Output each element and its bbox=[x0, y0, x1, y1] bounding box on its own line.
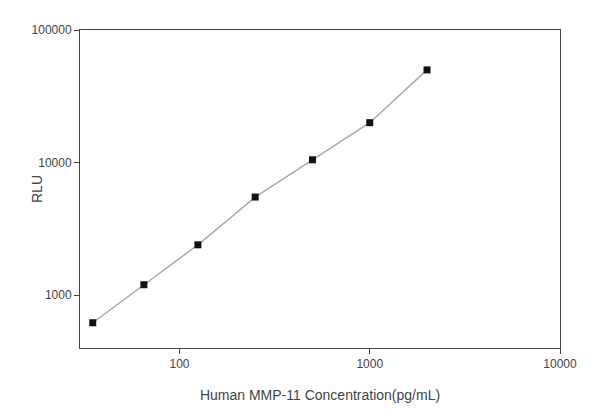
svg-text:Human MMP-11 Concentration(pg/: Human MMP-11 Concentration(pg/mL) bbox=[200, 387, 440, 403]
svg-text:1000: 1000 bbox=[45, 288, 72, 302]
svg-text:100000: 100000 bbox=[32, 23, 72, 37]
svg-text:100: 100 bbox=[169, 357, 189, 371]
svg-text:10000: 10000 bbox=[543, 357, 577, 371]
svg-text:RLU: RLU bbox=[29, 175, 45, 203]
svg-text:10000: 10000 bbox=[38, 156, 72, 170]
svg-text:1000: 1000 bbox=[356, 357, 383, 371]
